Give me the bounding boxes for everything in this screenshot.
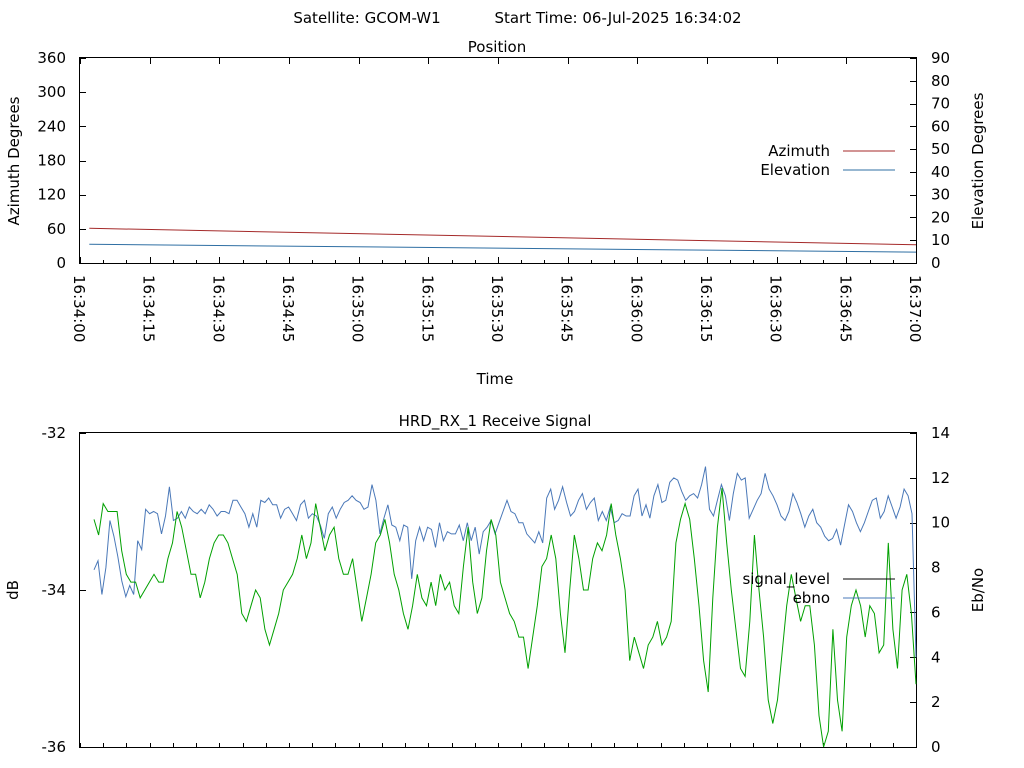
signal-plot-frame <box>79 432 917 748</box>
time-tick-label: 16:35:00 <box>349 275 367 342</box>
elevation-tick-label: 90 <box>931 49 950 67</box>
position-chart: Position Azimuth Degrees Elevation Degre… <box>5 38 987 388</box>
elevation-tick-label: 0 <box>931 254 941 272</box>
position-chart-title: Position <box>468 38 526 56</box>
start-time-label: Start Time: 06-Jul-2025 16:34:02 <box>494 9 741 27</box>
azimuth-tick-label: 0 <box>56 254 66 272</box>
ebno-tick-label: 4 <box>931 648 941 666</box>
signal-level-line <box>93 487 917 748</box>
time-tick-label: 16:36:30 <box>767 275 785 342</box>
time-tick-label: 16:35:45 <box>558 275 576 342</box>
ebno-tick-label: 2 <box>931 693 941 711</box>
time-tick-label: 16:36:00 <box>627 275 645 342</box>
azimuth-axis-label: Azimuth Degrees <box>5 96 23 225</box>
position-plot-frame <box>79 57 917 264</box>
signal-chart-title: HRD_RX_1 Receive Signal <box>399 412 592 431</box>
legend-elevation-label: Elevation <box>760 161 830 179</box>
time-tick-label: 16:34:30 <box>209 275 227 342</box>
db-tick-label: -36 <box>42 738 67 756</box>
elevation-tick-label: 70 <box>931 95 950 113</box>
ebno-tick-label: 12 <box>931 469 950 487</box>
elevation-tick-label: 80 <box>931 72 950 90</box>
db-tick-label: -32 <box>42 424 67 442</box>
azimuth-tick-label: 240 <box>37 117 66 135</box>
time-tick-label: 16:34:45 <box>279 275 297 342</box>
azimuth-tick-label: 360 <box>37 49 66 67</box>
elevation-tick-label: 60 <box>931 117 950 135</box>
elevation-tick-label: 40 <box>931 163 950 181</box>
ebno-line <box>93 466 917 658</box>
time-tick-label: 16:36:15 <box>697 275 715 342</box>
position-lines <box>89 227 917 253</box>
legend-azimuth-label: Azimuth <box>768 142 830 160</box>
azimuth-tick-label: 60 <box>47 220 66 238</box>
azimuth-tick-label: 180 <box>37 152 66 170</box>
position-legend: Azimuth Elevation <box>760 142 895 179</box>
signal-ticks: -36 -34 -32 0 2 4 6 8 10 12 14 <box>42 424 951 756</box>
satellite-label: Satellite: GCOM-W1 <box>293 9 440 27</box>
time-tick-label: 16:36:45 <box>836 275 854 342</box>
legend-ebno-label: ebno <box>793 589 830 607</box>
ebno-tick-label: 0 <box>931 738 941 756</box>
azimuth-line <box>89 227 917 246</box>
time-tick-label: 16:35:30 <box>488 275 506 342</box>
time-tick-label: 16:34:00 <box>70 275 88 342</box>
elevation-axis-label: Elevation Degrees <box>969 92 987 229</box>
ebno-tick-label: 14 <box>931 424 950 442</box>
elevation-tick-label: 10 <box>931 231 950 249</box>
elevation-tick-label: 30 <box>931 186 950 204</box>
signal-chart: HRD_RX_1 Receive Signal dB Eb/No -36-34-… <box>4 412 987 756</box>
elevation-tick-label: 50 <box>931 140 950 158</box>
position-ticks: 0 60 120 180 240 300 360 0 10 20 30 40 50 60 70 80 90 16:… <box>37 49 950 342</box>
db-tick-label: -34 <box>42 581 67 599</box>
time-tick-label: 16:37:00 <box>906 275 924 342</box>
time-tick-label: 16:34:15 <box>140 275 158 342</box>
elevation-line <box>89 243 917 253</box>
azimuth-tick-label: 300 <box>37 83 66 101</box>
time-tick-label: 16:35:15 <box>418 275 436 342</box>
ebno-tick-label: 6 <box>931 603 941 621</box>
legend-signal-level-label: signal_level <box>742 570 830 589</box>
azimuth-tick-label: 120 <box>37 186 66 204</box>
ebno-tick-label: 10 <box>931 514 950 532</box>
signal-lines <box>93 466 917 748</box>
signal-legend: signal_level ebno <box>742 570 895 607</box>
elevation-tick-label: 20 <box>931 208 950 226</box>
db-axis-label: dB <box>4 580 22 600</box>
ebno-axis-label: Eb/No <box>969 568 987 612</box>
ebno-tick-label: 8 <box>931 559 941 577</box>
time-axis-label: Time <box>476 370 514 388</box>
